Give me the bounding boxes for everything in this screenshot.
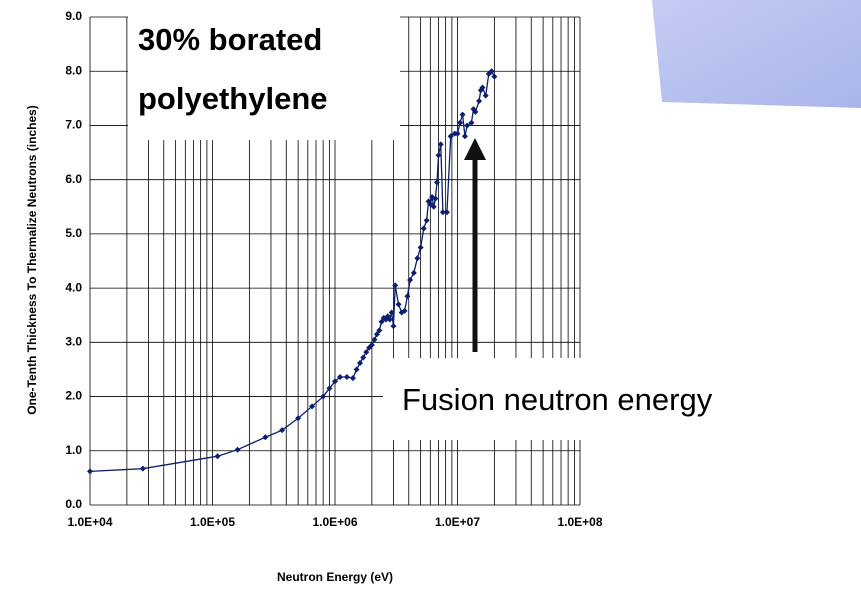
annotation: 30% borated [138, 22, 322, 57]
data-point [437, 141, 444, 148]
data-point [139, 465, 146, 472]
y-tick-label: 9.0 [65, 9, 82, 23]
data-point [491, 73, 498, 80]
data-point [388, 309, 395, 316]
data-point [472, 108, 479, 115]
data-point [410, 269, 417, 276]
data-point [459, 111, 466, 118]
data-point [461, 133, 468, 140]
data-point [353, 366, 360, 373]
y-tick-label: 1.0 [65, 443, 82, 457]
y-tick-label: 7.0 [65, 118, 82, 132]
data-point [332, 378, 338, 385]
data-point [363, 349, 370, 356]
data-point [279, 427, 286, 434]
data-point [433, 179, 440, 186]
data-point [343, 374, 350, 381]
slide-decoration [652, 0, 861, 108]
data-point [360, 354, 367, 361]
annotation-box [383, 358, 861, 440]
data-point [427, 201, 434, 208]
annotation: polyethylene [138, 81, 328, 116]
annotation-box [128, 10, 400, 140]
data-point [368, 342, 375, 349]
data-point [349, 375, 356, 382]
data-point [395, 301, 402, 308]
data-point [435, 152, 442, 159]
x-tick-label: 1.0E+05 [190, 515, 235, 529]
data-point [392, 282, 399, 289]
data-point [423, 217, 430, 224]
annotation: Fusion neutron energy [402, 382, 713, 417]
data-point [443, 209, 450, 216]
data-point [464, 122, 471, 129]
data-point [457, 119, 464, 126]
data-point [376, 327, 383, 334]
data-point [337, 374, 344, 381]
x-tick-label: 1.0E+06 [312, 515, 357, 529]
x-tick-label: 1.0E+07 [435, 515, 480, 529]
y-axis-label: One-Tenth Thickness To Thermalize Neutro… [25, 105, 39, 415]
data-point [234, 446, 241, 453]
data-point [468, 119, 475, 126]
x-tick-label: 1.0E+08 [557, 515, 602, 529]
data-point [390, 323, 397, 330]
data-point [476, 98, 483, 105]
data-point [386, 316, 393, 323]
data-point [371, 336, 378, 343]
data-point [320, 393, 327, 400]
data-point [488, 68, 495, 75]
y-tick-label: 6.0 [65, 172, 82, 186]
x-tick-label: 1.0E+04 [67, 515, 112, 529]
data-point [404, 293, 411, 300]
data-point [430, 203, 437, 210]
y-tick-label: 3.0 [65, 335, 82, 349]
data-point [373, 331, 380, 338]
data-point [439, 209, 446, 216]
data-point [326, 385, 333, 392]
y-tick-label: 4.0 [65, 280, 82, 294]
data-point [432, 195, 439, 202]
data-point [262, 434, 269, 441]
data-point [417, 244, 424, 251]
data-point [357, 359, 364, 366]
data-point [214, 453, 221, 460]
data-point [420, 225, 427, 232]
y-tick-label: 8.0 [65, 63, 82, 77]
data-point [479, 84, 486, 91]
data-point [407, 276, 414, 283]
x-axis-label: Neutron Energy (eV) [277, 570, 393, 584]
data-point [447, 133, 454, 140]
arrow-head [464, 138, 486, 160]
y-tick-label: 5.0 [65, 226, 82, 240]
data-point [309, 403, 316, 410]
y-tick-label: 0.0 [65, 497, 82, 511]
y-tick-label: 2.0 [65, 389, 82, 403]
data-point [295, 415, 302, 422]
data-point [454, 130, 461, 137]
data-point [401, 307, 408, 314]
data-point [87, 468, 93, 475]
data-point [414, 255, 421, 262]
data-point [482, 92, 489, 99]
